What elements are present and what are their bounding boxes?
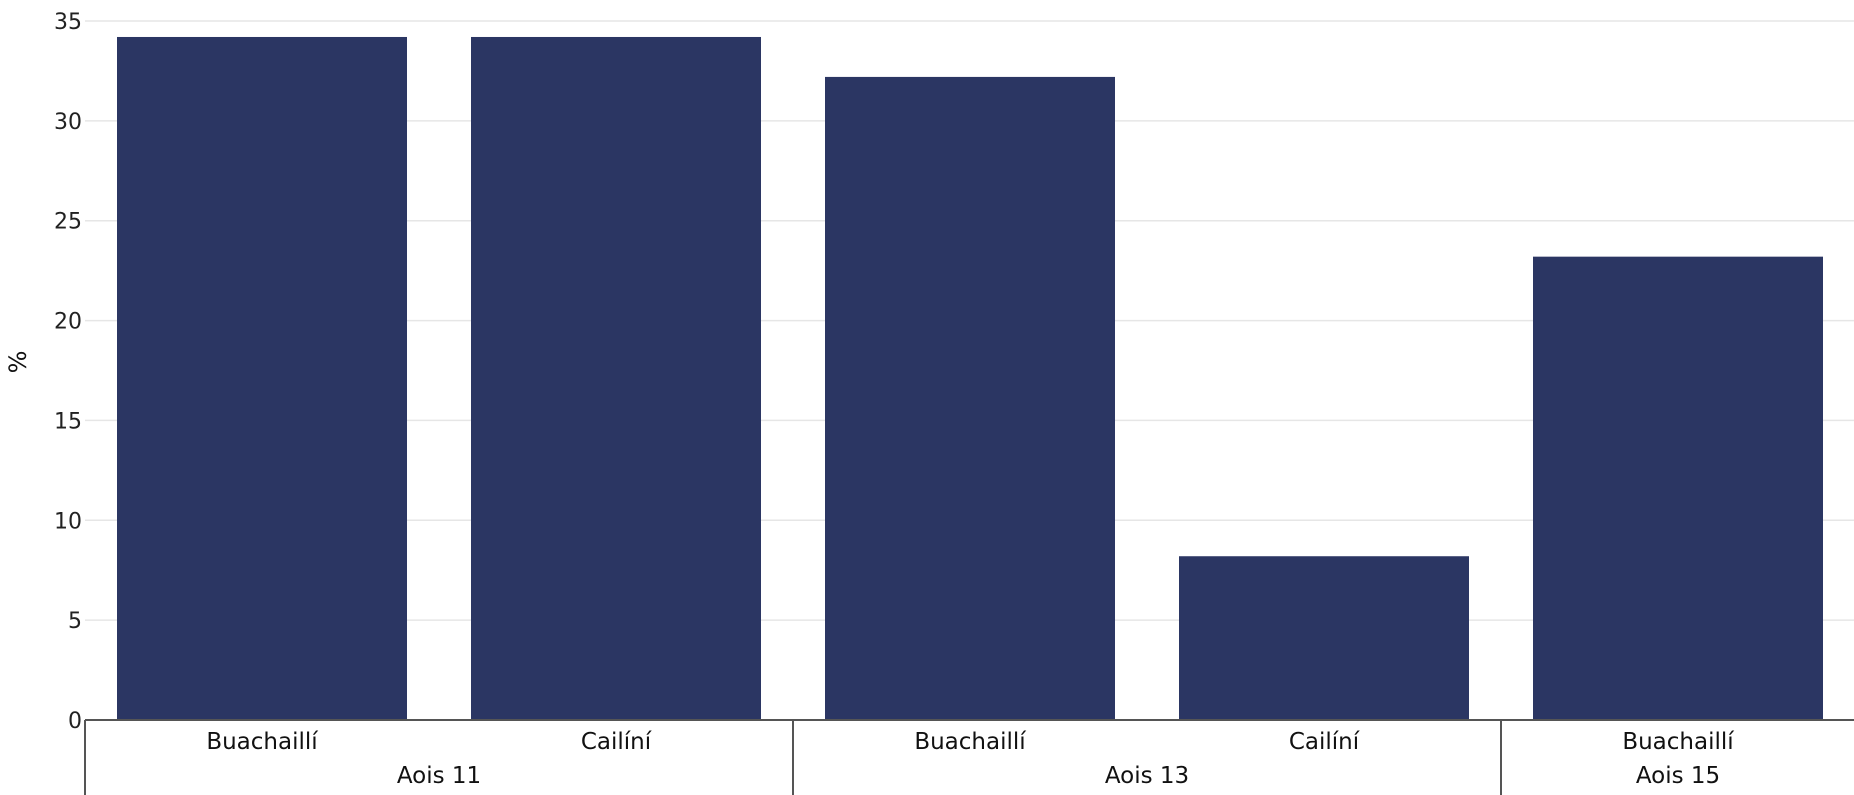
y-axis-ticks: 0 5 10 15 20 25 30 35	[54, 10, 82, 734]
bars	[117, 36, 1823, 721]
x-category-label: Cailíní	[1289, 729, 1360, 755]
y-axis-label: %	[4, 351, 32, 374]
y-tick-label: 35	[54, 10, 82, 35]
bar	[1533, 256, 1823, 720]
y-tick-label: 25	[54, 210, 82, 235]
x-category-label: Buachaillí	[914, 729, 1026, 755]
bar	[471, 36, 761, 720]
x-group-label: Aois 15	[1636, 763, 1720, 789]
bar	[825, 76, 1115, 721]
x-category-label: Buachaillí	[1622, 729, 1734, 755]
x-category-label: Buachaillí	[206, 729, 318, 755]
x-group-label: Aois 13	[1105, 763, 1189, 789]
x-category-label: Cailíní	[581, 729, 652, 755]
bar	[1179, 556, 1469, 720]
y-tick-label: 20	[54, 310, 82, 335]
y-tick-label: 10	[54, 509, 82, 534]
y-tick-label: 15	[54, 409, 82, 434]
y-tick-label: 30	[54, 110, 82, 135]
x-group-label: Aois 11	[397, 763, 481, 789]
x-axis: Buachaillí Cailíní Aois 11 Buachaillí Cailín…	[84, 719, 1854, 795]
y-tick-label: 0	[68, 709, 82, 734]
bar	[117, 36, 407, 720]
y-tick-label: 5	[68, 609, 82, 634]
